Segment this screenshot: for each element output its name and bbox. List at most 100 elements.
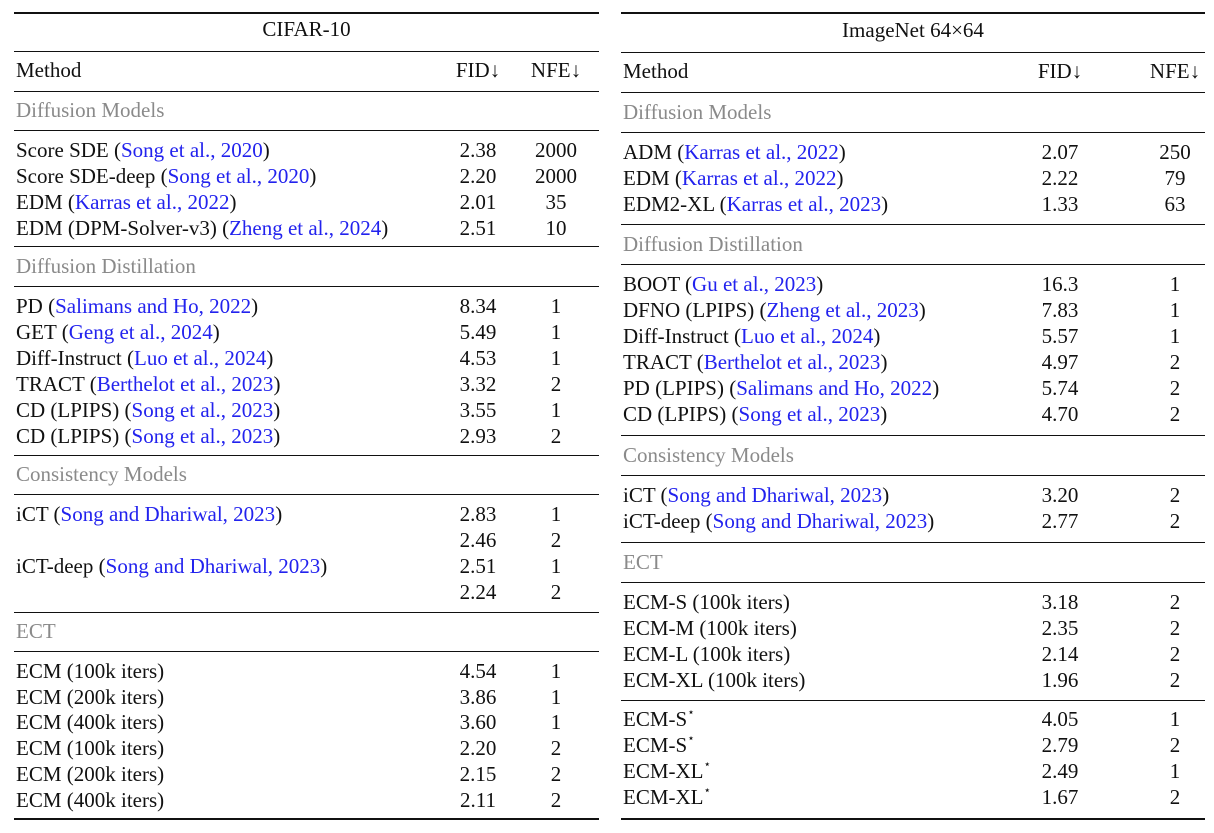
star-mark: ⋆	[703, 783, 712, 797]
nfe-cell: 1	[550, 554, 562, 578]
star-mark: ⋆	[687, 731, 695, 745]
fid-cell: 3.60	[459, 710, 497, 734]
nfe-cell: 2	[1169, 668, 1181, 692]
citation-link[interactable]: Salimans and Ho, 2022	[55, 294, 252, 318]
citation-link[interactable]: Karras et al., 2022	[681, 166, 837, 190]
fid-cell: 3.20	[1041, 483, 1079, 507]
nfe-cell: 1	[550, 685, 562, 709]
method-cell: PD (Salimans and Ho, 2022)	[16, 294, 259, 318]
method-cell: ECM-L (100k iters)	[623, 642, 791, 666]
nfe-cell: 1	[1169, 759, 1181, 783]
citation-link[interactable]: Luo et al., 2024	[741, 324, 874, 348]
table-row: 2.46 2	[14, 527, 599, 553]
nfe-cell: 2	[1169, 642, 1181, 666]
table-row: ECM (400k iters) 2.11 2	[14, 787, 599, 813]
citation-link[interactable]: Zheng et al., 2023	[766, 298, 919, 322]
fid-cell: 4.70	[1041, 402, 1079, 426]
method-cell: ECM-XL⋆	[623, 757, 712, 783]
table-row: 2.24 2	[14, 579, 599, 605]
citation-link[interactable]: Gu et al., 2023	[692, 272, 817, 296]
citation-link[interactable]: Salimans and Ho, 2022	[736, 376, 933, 400]
table-row: ECM-S (100k iters) 3.18 2	[621, 589, 1205, 615]
nfe-cell: 2	[1169, 483, 1181, 507]
method-cell: iCT-deep (Song and Dhariwal, 2023)	[623, 509, 935, 533]
fid-cell: 2.51	[459, 216, 497, 240]
fid-cell: 3.55	[459, 398, 497, 422]
nfe-cell: 1	[550, 659, 562, 683]
nfe-cell: 1	[550, 502, 562, 526]
nfe-cell: 2	[550, 424, 562, 448]
nfe-cell: 1	[550, 710, 562, 734]
citation-link[interactable]: Song et al., 2023	[738, 402, 881, 426]
group-label: Diffusion Models	[16, 98, 165, 122]
rule	[14, 286, 599, 287]
fid-cell: 2.11	[460, 788, 496, 812]
table-row: EDM (DPM-Solver-v3) (Zheng et al., 2024)…	[14, 215, 599, 241]
citation-link[interactable]: Song et al., 2020	[121, 138, 263, 162]
fid-cell: 2.51	[459, 554, 497, 578]
header-row: Method FID↓ NFE↓	[14, 57, 599, 83]
method-cell: GET (Geng et al., 2024)	[16, 320, 220, 344]
citation-link[interactable]: Geng et al., 2024	[68, 320, 213, 344]
fid-cell: 2.46	[459, 528, 497, 552]
fid-cell: 2.15	[459, 762, 497, 786]
header-fid: FID↓	[1037, 59, 1083, 83]
star-mark: ⋆	[687, 705, 695, 719]
rule	[621, 475, 1205, 476]
nfe-cell: 1	[550, 294, 562, 318]
method-cell: PD (LPIPS) (Salimans and Ho, 2022)	[623, 376, 940, 400]
citation-link[interactable]: Karras et al., 2023	[726, 192, 882, 216]
nfe-cell: 2	[550, 762, 562, 786]
table-row: BOOT (Gu et al., 2023) 16.3 1	[621, 271, 1205, 297]
method-cell: iCT-deep (Song and Dhariwal, 2023)	[16, 554, 328, 578]
bottom-rule	[621, 818, 1205, 820]
nfe-cell: 2	[1169, 785, 1181, 809]
citation-link[interactable]: Luo et al., 2024	[134, 346, 267, 370]
citation-link[interactable]: Karras et al., 2022	[684, 140, 839, 164]
citation-link[interactable]: Song et al., 2023	[131, 398, 274, 422]
fid-cell: 16.3	[1041, 272, 1079, 296]
table-row: ADM (Karras et al., 2022) 2.07 250	[621, 139, 1205, 165]
nfe-cell: 2000	[535, 138, 577, 162]
fid-cell: 2.93	[459, 424, 497, 448]
table-row: Score SDE-deep (Song et al., 2020) 2.20 20…	[14, 163, 599, 189]
rule	[14, 455, 599, 456]
top-rule	[621, 12, 1205, 14]
header-nfe: NFE↓	[1149, 59, 1201, 83]
citation-link[interactable]: Song and Dhariwal, 2023	[60, 502, 276, 526]
table-row: ECM-S⋆ 2.79 2	[621, 732, 1205, 758]
citation-link[interactable]: Berthelot et al., 2023	[703, 350, 881, 374]
method-cell: EDM (Karras et al., 2022)	[623, 166, 844, 190]
method-cell: Score SDE-deep (Song et al., 2020)	[16, 164, 317, 188]
nfe-cell: 2	[1169, 733, 1181, 757]
header-row: Method FID↓ NFE↓	[621, 58, 1205, 84]
citation-link[interactable]: Song and Dhariwal, 2023	[712, 509, 928, 533]
citation-link[interactable]: Karras et al., 2022	[74, 190, 230, 214]
group-header: ECT	[14, 618, 599, 644]
citation-link[interactable]: Song and Dhariwal, 2023	[105, 554, 321, 578]
table-row: ECM (400k iters) 3.60 1	[14, 709, 599, 735]
fid-cell: 2.01	[459, 190, 497, 214]
header-method: Method	[623, 59, 689, 83]
fid-cell: 2.35	[1041, 616, 1079, 640]
citation-link[interactable]: Song et al., 2023	[131, 424, 274, 448]
nfe-cell: 2	[1169, 376, 1181, 400]
fid-cell: 4.97	[1041, 350, 1079, 374]
citation-link[interactable]: Berthelot et al., 2023	[96, 372, 274, 396]
table-row: iCT-deep (Song and Dhariwal, 2023) 2.77 2	[621, 508, 1205, 534]
nfe-cell: 35	[545, 190, 567, 214]
fid-cell: 2.77	[1041, 509, 1079, 533]
fid-cell: 4.05	[1041, 707, 1079, 731]
nfe-cell: 2	[1169, 509, 1181, 533]
fid-cell: 1.67	[1041, 785, 1079, 809]
citation-link[interactable]: Song et al., 2020	[167, 164, 310, 188]
method-cell: ECM (100k iters)	[16, 736, 165, 760]
table-row: Score SDE (Song et al., 2020) 2.38 2000	[14, 137, 599, 163]
rule	[621, 582, 1205, 583]
method-cell: ECM (100k iters)	[16, 659, 165, 683]
citation-link[interactable]: Zheng et al., 2024	[229, 216, 382, 240]
group-header: Diffusion Distillation	[621, 231, 1205, 257]
rule	[14, 612, 599, 613]
fid-cell: 8.34	[459, 294, 497, 318]
citation-link[interactable]: Song and Dhariwal, 2023	[667, 483, 883, 507]
